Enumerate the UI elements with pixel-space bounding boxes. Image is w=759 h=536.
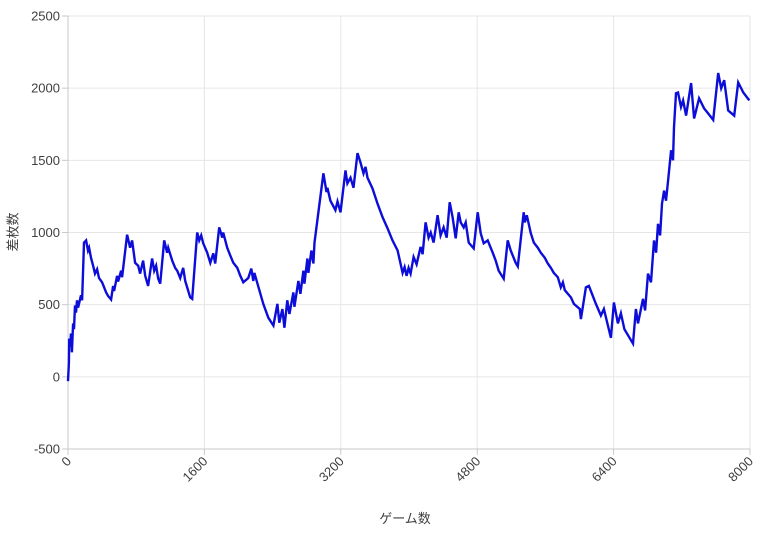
y-axis-title: 差枚数 — [5, 212, 21, 252]
x-axis-title: ゲーム数 — [379, 511, 431, 526]
x-tick-label: 6400 — [589, 454, 620, 485]
x-tick-label: 1600 — [179, 454, 210, 485]
y-tick-label: 2500 — [31, 9, 60, 24]
x-tick-label: 8000 — [725, 454, 756, 485]
series-line — [66, 72, 751, 382]
y-tick-label: 500 — [38, 297, 60, 312]
x-tick-label: 4800 — [452, 454, 483, 485]
y-tick-label: 1000 — [31, 225, 60, 240]
y-tick-label: -500 — [34, 442, 60, 457]
x-tick-label: 3200 — [316, 454, 347, 485]
y-tick-label: 2000 — [31, 81, 60, 96]
y-tick-label: 0 — [53, 369, 60, 384]
y-tick-label: 1500 — [31, 153, 60, 168]
x-tick-label: 0 — [58, 454, 74, 470]
